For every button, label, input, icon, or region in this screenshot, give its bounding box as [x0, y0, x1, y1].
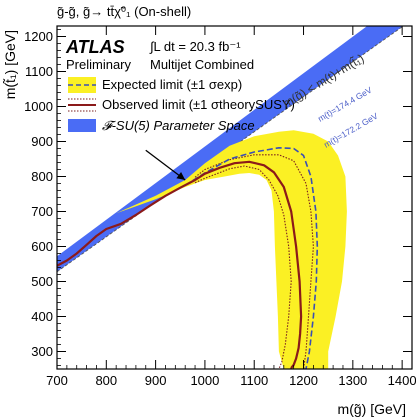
y-tick-label: 400	[31, 309, 53, 324]
y-tick-label: 1100	[25, 64, 53, 79]
analysis-label: Multijet Combined	[150, 57, 254, 72]
observed-band-upper	[194, 154, 314, 369]
x-tick-label: 900	[145, 373, 167, 388]
x-tick-label: 700	[46, 373, 68, 388]
legend-fsu5-swatch	[68, 119, 96, 132]
preliminary-label: Preliminary	[66, 57, 132, 72]
x-tick-label: 1000	[190, 373, 219, 388]
y-axis-title: m(t̃₁) [GeV]	[2, 30, 18, 99]
arrow-head	[176, 171, 186, 180]
y-tick-label: 800	[31, 169, 53, 184]
x-tick-label: 1400	[388, 373, 416, 388]
arrow-shaft	[145, 149, 186, 181]
lumi-label: ∫L dt = 20.3 fb⁻¹	[149, 39, 241, 54]
y-tick-label: 500	[31, 274, 53, 289]
x-axis-title: m(g̃) [GeV]	[338, 401, 406, 417]
legend-observed-label: Observed limit (±1 σtheorySUSY)	[102, 97, 295, 112]
y-tick-label: 300	[31, 344, 53, 359]
y-tick-label: 900	[31, 134, 53, 149]
legend-fsu5-label: 𝓕-SU(5) Parameter Space	[102, 118, 255, 133]
observed-limit-line	[57, 160, 303, 369]
x-tick-label: 1100	[240, 373, 268, 388]
y-tick-label: 1000	[24, 99, 53, 114]
legend: Expected limit (±1 σexp) Observed limit …	[68, 77, 295, 133]
x-tick-label: 800	[95, 373, 117, 388]
expected-limit-line	[184, 146, 319, 369]
x-tick-label: 1200	[289, 373, 318, 388]
y-tick-label: 700	[31, 204, 53, 219]
legend-expected-label: Expected limit (±1 σexp)	[102, 77, 242, 92]
observed-band-lower	[194, 165, 292, 369]
atlas-label: ATLAS	[65, 37, 125, 57]
page-header: g̃-g̃, g̃→ tt̄χ̃⁰₁ (On-shell)	[57, 4, 191, 19]
y-tick-label: 1200	[24, 29, 53, 44]
legend-expected-swatch	[68, 77, 96, 93]
x-tick-label: 1300	[338, 373, 367, 388]
y-tick-label: 600	[31, 239, 53, 254]
